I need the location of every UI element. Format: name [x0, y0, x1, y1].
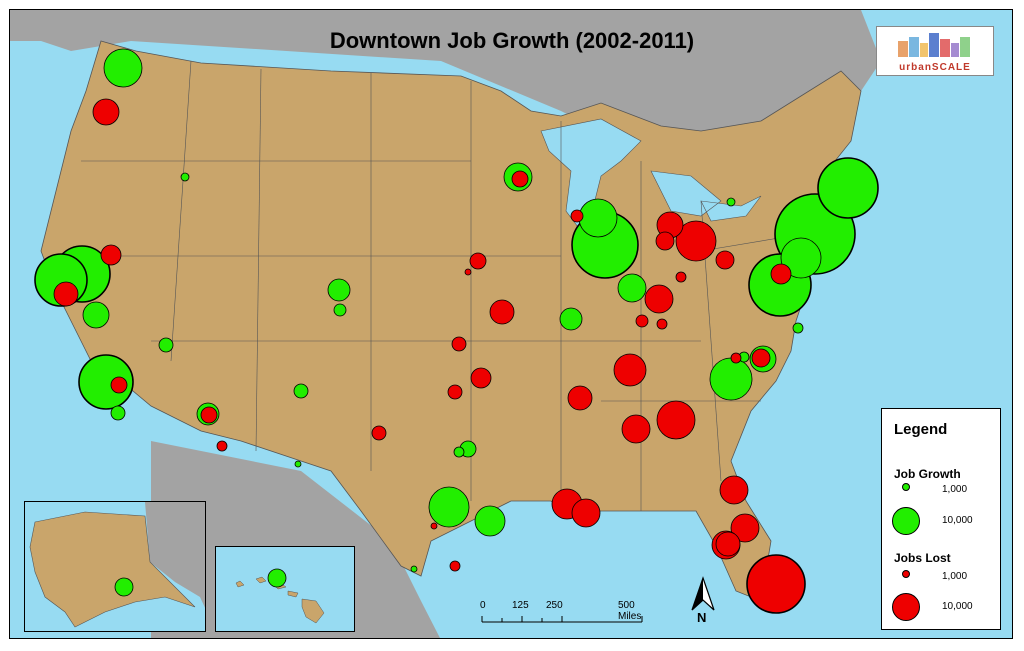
scale-label-125: 125: [512, 600, 529, 611]
map-frame: Downtown Job Growth (2002-2011) urbanSCA…: [9, 9, 1013, 639]
job-growth-marker: [709, 357, 753, 401]
job-growth-marker: [327, 278, 351, 302]
jobs-lost-marker: [470, 367, 492, 389]
legend-lost-large-value: 10,000: [942, 601, 973, 612]
jobs-lost-marker: [216, 440, 228, 452]
legend-growth-heading: Job Growth: [894, 467, 961, 481]
legend-growth-large-value: 10,000: [942, 515, 973, 526]
job-growth-marker: [78, 354, 134, 410]
jobs-lost-marker: [430, 522, 438, 530]
job-growth-marker: [333, 303, 347, 317]
jobs-lost-marker: [53, 281, 79, 307]
job-growth-marker: [453, 446, 465, 458]
jobs-lost-marker: [200, 406, 218, 424]
legend-growth-small-dot: [902, 483, 910, 491]
jobs-lost-marker: [451, 336, 467, 352]
logo-buildings-icon: [898, 33, 970, 57]
jobs-lost-marker: [92, 98, 120, 126]
legend-lost-heading: Jobs Lost: [894, 551, 951, 565]
jobs-lost-marker: [719, 475, 749, 505]
jobs-lost-marker: [656, 318, 668, 330]
job-growth-marker: [817, 157, 879, 219]
jobs-lost-marker: [751, 348, 771, 368]
jobs-lost-marker: [715, 531, 741, 557]
jobs-lost-marker: [571, 498, 601, 528]
job-growth-marker: [617, 273, 647, 303]
jobs-lost-marker: [644, 284, 674, 314]
job-growth-marker: [578, 198, 618, 238]
hawaii-inset: [215, 546, 355, 632]
north-arrow: N: [690, 576, 716, 626]
jobs-lost-marker: [464, 268, 472, 276]
jobs-lost-marker: [613, 353, 647, 387]
jobs-lost-marker: [100, 244, 122, 266]
jobs-lost-marker: [449, 560, 461, 572]
jobs-lost-marker: [746, 554, 806, 614]
logo-text: urbanSCALE: [899, 62, 971, 73]
us-map: [10, 10, 881, 638]
job-growth-marker: [293, 383, 309, 399]
job-growth-marker: [780, 237, 822, 279]
job-growth-marker: [103, 48, 143, 88]
job-growth-marker: [158, 337, 174, 353]
jobs-lost-marker: [656, 400, 696, 440]
scale-label-0: 0: [480, 600, 486, 611]
legend-lost-small-value: 1,000: [942, 571, 968, 582]
scale-label-250: 250: [546, 600, 563, 611]
scale-bar: 0 125 250 500 Miles: [474, 600, 644, 630]
jobs-lost-marker: [730, 352, 742, 364]
jobs-lost-marker: [447, 384, 463, 400]
jobs-lost-marker: [675, 220, 717, 262]
jobs-lost-marker: [675, 271, 687, 283]
job-growth-marker: [726, 197, 736, 207]
job-growth-marker: [110, 405, 126, 421]
scale-label-500: 500 Miles: [618, 600, 642, 622]
jobs-lost-marker: [730, 513, 760, 543]
map-title: Downtown Job Growth (2002-2011): [329, 28, 695, 53]
jobs-lost-marker: [570, 209, 584, 223]
job-growth-marker: [559, 307, 583, 331]
hawaii-map: [235, 568, 325, 624]
jobs-lost-marker: [770, 263, 792, 285]
bubble-layer: [34, 48, 879, 614]
urbanscale-logo: urbanSCALE: [876, 26, 994, 76]
legend-lost-large-dot: [892, 593, 920, 621]
jobs-lost-marker: [567, 385, 593, 411]
jobs-lost-marker: [110, 376, 128, 394]
job-growth-marker: [428, 486, 470, 528]
scale-ruler: [481, 616, 643, 623]
jobs-lost-marker: [635, 314, 649, 328]
job-growth-marker: [792, 322, 804, 334]
jobs-lost-marker: [489, 299, 515, 325]
legend-lost-small-dot: [902, 570, 910, 578]
alaska-map: [25, 502, 205, 628]
job-growth-marker: [474, 505, 506, 537]
legend-growth-small-value: 1,000: [942, 484, 968, 495]
legend-title: Legend: [894, 421, 948, 438]
job-growth-marker: [410, 565, 418, 573]
job-growth-marker: [180, 172, 190, 182]
job-growth-marker: [82, 301, 110, 329]
legend-box: Legend Job Growth 1,000 10,000 Jobs Lost…: [881, 408, 1001, 630]
jobs-lost-marker: [655, 231, 675, 251]
north-arrow-icon: [691, 576, 715, 611]
legend-growth-large-dot: [892, 507, 920, 535]
alaska-inset: [24, 501, 206, 632]
jobs-lost-marker: [511, 170, 529, 188]
north-arrow-label: N: [697, 610, 707, 625]
jobs-lost-marker: [715, 250, 735, 270]
jobs-lost-marker: [621, 414, 651, 444]
jobs-lost-marker: [371, 425, 387, 441]
job-growth-marker: [294, 460, 302, 468]
jobs-lost-marker: [469, 252, 487, 270]
